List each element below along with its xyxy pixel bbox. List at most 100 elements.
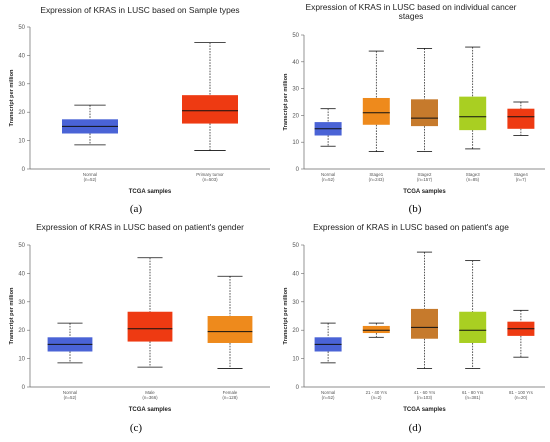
x-category-label: 81 - 100 Yrs: [509, 390, 534, 395]
box-21-40-yrs: [362, 322, 390, 338]
box-stage3: [459, 46, 487, 150]
box-normal: [314, 108, 342, 147]
x-axis-label: TCGA samples: [403, 407, 446, 413]
y-tick-label: 10: [292, 357, 299, 363]
x-axis-label: TCGA samples: [403, 189, 446, 195]
box-body: [411, 308, 438, 339]
x-category-count: (n=103): [417, 395, 433, 400]
box-41-60-yrs: [411, 251, 438, 369]
y-tick-label: 30: [18, 82, 25, 88]
y-tick-label: 20: [292, 113, 299, 119]
y-tick-label: 0: [22, 385, 26, 391]
box-male: [127, 257, 173, 368]
x-category-label: 61 - 80 Yrs: [462, 390, 484, 395]
x-axis-label: TCGA samples: [129, 189, 172, 195]
x-category-count: (n=52): [84, 177, 97, 182]
box-body: [127, 311, 173, 342]
y-tick-label: 0: [296, 385, 300, 391]
panel-b: Expression of KRAS in LUSC based on indi…: [275, 0, 550, 205]
x-category-count: (n=381): [465, 395, 481, 400]
chart-cancer-stages: Expression of KRAS in LUSC based on indi…: [283, 2, 545, 195]
x-category-count: (n=85): [466, 177, 479, 182]
y-tick-label: 30: [292, 300, 299, 306]
y-tick-label: 50: [292, 33, 299, 39]
y-tick-label: 20: [18, 110, 25, 116]
x-category-label: Female: [223, 390, 238, 395]
panel-label-b: (b): [408, 203, 422, 215]
x-category-count: (n=52): [322, 177, 335, 182]
y-tick-label: 10: [18, 139, 25, 145]
box-stage1: [362, 50, 390, 152]
panel-label-c: (c): [129, 422, 143, 434]
y-tick-label: 30: [18, 300, 25, 306]
y-tick-label: 30: [292, 87, 299, 93]
y-tick-label: 50: [292, 243, 299, 249]
chart-title: Expression of KRAS in LUSC based on pati…: [313, 222, 509, 232]
chart-title: Expression of KRAS in LUSC based on pati…: [36, 222, 244, 232]
y-axis-label: Transcript per million: [283, 73, 289, 130]
x-category-count: (n=20): [514, 395, 527, 400]
y-axis-label: Transcript per million: [9, 69, 15, 126]
box-body: [182, 95, 238, 124]
box-primary-tumor: [182, 42, 238, 151]
chart-title: stages: [399, 11, 424, 21]
x-category-count: (n=366): [142, 395, 158, 400]
x-category-count: (n=7): [516, 177, 527, 182]
panel-a: Expression of KRAS in LUSC based on Samp…: [0, 0, 275, 205]
x-category-label: Normal: [321, 390, 335, 395]
box-stage2: [411, 48, 438, 152]
box-normal: [314, 322, 342, 364]
x-category-label: Stage2: [418, 172, 432, 177]
x-category-count: (n=2): [371, 395, 382, 400]
box-body: [411, 99, 438, 127]
chart-sample-types: Expression of KRAS in LUSC based on Samp…: [9, 5, 270, 195]
box-normal: [62, 104, 118, 146]
x-category-label: Normal: [63, 390, 77, 395]
x-category-label: Normal: [83, 172, 97, 177]
y-tick-label: 20: [18, 328, 25, 334]
y-tick-label: 10: [18, 357, 25, 363]
box-81-100-yrs: [507, 309, 535, 358]
x-category-label: Stage4: [514, 172, 528, 177]
y-tick-label: 20: [292, 328, 299, 334]
x-axis-label: TCGA samples: [129, 407, 172, 413]
x-category-count: (n=52): [322, 395, 335, 400]
x-category-count: (n=157): [417, 177, 433, 182]
x-category-label: Primary tumor: [196, 172, 224, 177]
x-category-count: (n=52): [64, 395, 77, 400]
box-body: [362, 325, 390, 334]
x-category-count: (n=128): [222, 395, 238, 400]
y-axis-label: Transcript per million: [283, 287, 289, 344]
panel-label-d: (d): [408, 422, 422, 434]
y-tick-label: 10: [292, 140, 299, 146]
y-tick-label: 0: [296, 167, 300, 173]
x-category-label: Stage1: [369, 172, 383, 177]
box-body: [207, 316, 253, 343]
box-body: [362, 97, 390, 125]
box-normal: [47, 322, 93, 364]
chart-title: Expression of KRAS in LUSC based on indi…: [306, 2, 517, 12]
x-category-label: 41 - 60 Yrs: [414, 390, 436, 395]
x-category-label: Male: [145, 390, 155, 395]
y-tick-label: 40: [18, 271, 25, 277]
x-category-label: Normal: [321, 172, 335, 177]
y-tick-label: 40: [292, 271, 299, 277]
chart-title: Expression of KRAS in LUSC based on Samp…: [40, 5, 239, 15]
panel-d: Expression of KRAS in LUSC based on pati…: [275, 218, 550, 423]
y-tick-label: 40: [18, 53, 25, 59]
box-body: [507, 108, 535, 129]
y-tick-label: 0: [22, 167, 26, 173]
box-61-80-yrs: [459, 260, 487, 369]
box-body: [459, 96, 487, 131]
chart-age: Expression of KRAS in LUSC based on pati…: [283, 222, 545, 413]
box-stage4: [507, 101, 535, 136]
x-category-count: (n=503): [202, 177, 218, 182]
y-tick-label: 40: [292, 60, 299, 66]
panel-label-a: (a): [129, 203, 143, 215]
x-category-label: 21 - 40 Yrs: [366, 390, 388, 395]
chart-gender: Expression of KRAS in LUSC based on pati…: [9, 222, 270, 413]
x-category-count: (n=243): [369, 177, 385, 182]
panel-c: Expression of KRAS in LUSC based on pati…: [0, 218, 275, 423]
y-tick-label: 50: [18, 243, 25, 249]
y-axis-label: Transcript per million: [9, 287, 15, 344]
